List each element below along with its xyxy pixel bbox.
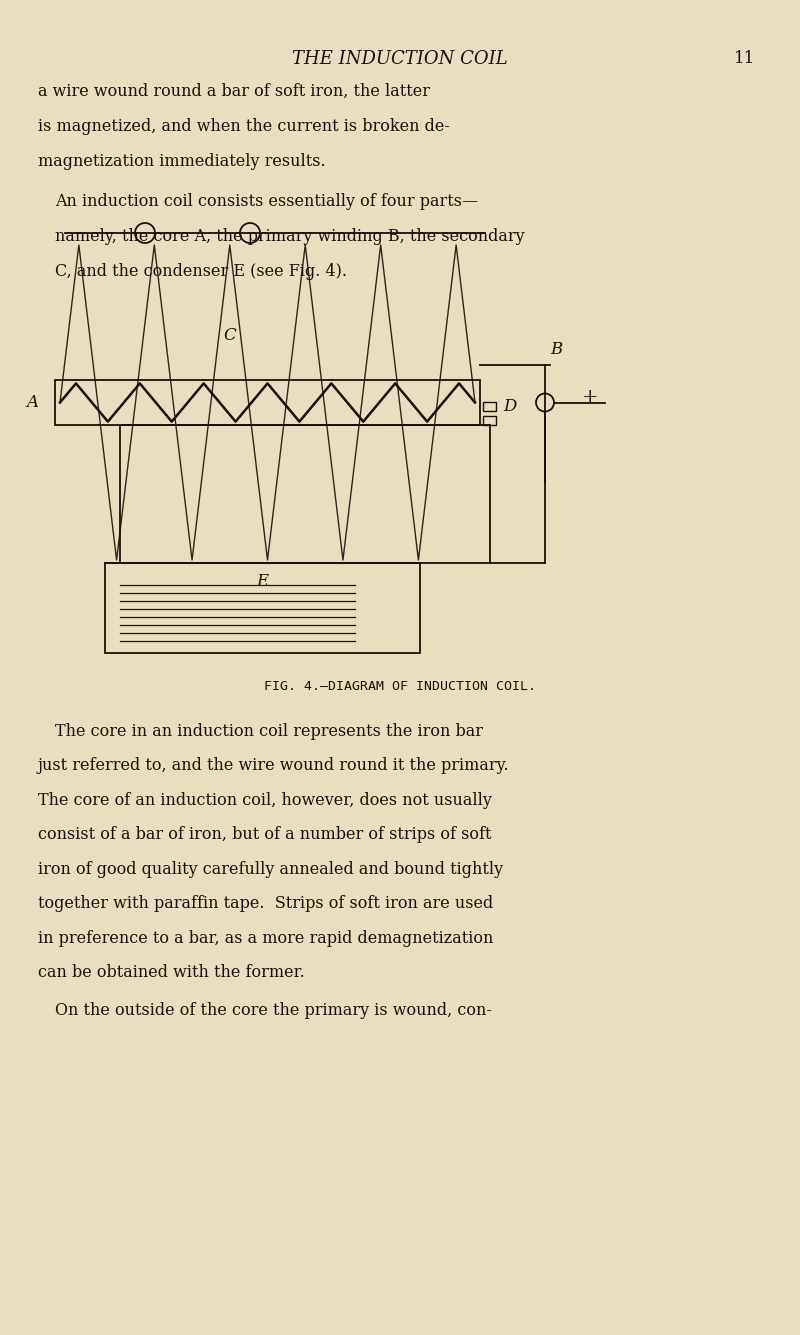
Text: together with paraffin tape.  Strips of soft iron are used: together with paraffin tape. Strips of s…: [38, 896, 494, 913]
Text: magnetization immediately results.: magnetization immediately results.: [38, 154, 326, 170]
Text: FIG. 4.—DIAGRAM OF INDUCTION COIL.: FIG. 4.—DIAGRAM OF INDUCTION COIL.: [264, 680, 536, 693]
Text: D: D: [503, 398, 516, 415]
Text: can be obtained with the former.: can be obtained with the former.: [38, 964, 305, 981]
Text: in preference to a bar, as a more rapid demagnetization: in preference to a bar, as a more rapid …: [38, 930, 494, 947]
Text: C: C: [224, 327, 236, 343]
Text: B: B: [550, 340, 562, 358]
Text: THE INDUCTION COIL: THE INDUCTION COIL: [292, 49, 508, 68]
Text: The core of an induction coil, however, does not usually: The core of an induction coil, however, …: [38, 792, 492, 809]
Text: An induction coil consists essentially of four parts—: An induction coil consists essentially o…: [55, 194, 478, 210]
Text: iron of good quality carefully annealed and bound tightly: iron of good quality carefully annealed …: [38, 861, 503, 878]
Text: 11: 11: [734, 49, 755, 67]
Text: +: +: [582, 388, 598, 406]
Text: just referred to, and the wire wound round it the primary.: just referred to, and the wire wound rou…: [38, 757, 510, 774]
Text: a wire wound round a bar of soft iron, the latter: a wire wound round a bar of soft iron, t…: [38, 83, 430, 100]
Text: A: A: [26, 394, 38, 411]
Text: The core in an induction coil represents the iron bar: The core in an induction coil represents…: [55, 724, 483, 740]
Text: On the outside of the core the primary is wound, con-: On the outside of the core the primary i…: [55, 1003, 492, 1019]
Text: E: E: [257, 573, 269, 590]
Text: namely, the core A, the primary winding B, the secondary: namely, the core A, the primary winding …: [55, 228, 525, 246]
Text: C, and the condenser E (see Fig. 4).: C, and the condenser E (see Fig. 4).: [55, 263, 347, 280]
Bar: [483, 415, 496, 425]
Text: is magnetized, and when the current is broken de-: is magnetized, and when the current is b…: [38, 117, 450, 135]
Text: consist of a bar of iron, but of a number of strips of soft: consist of a bar of iron, but of a numbe…: [38, 826, 491, 844]
Bar: [483, 402, 496, 410]
